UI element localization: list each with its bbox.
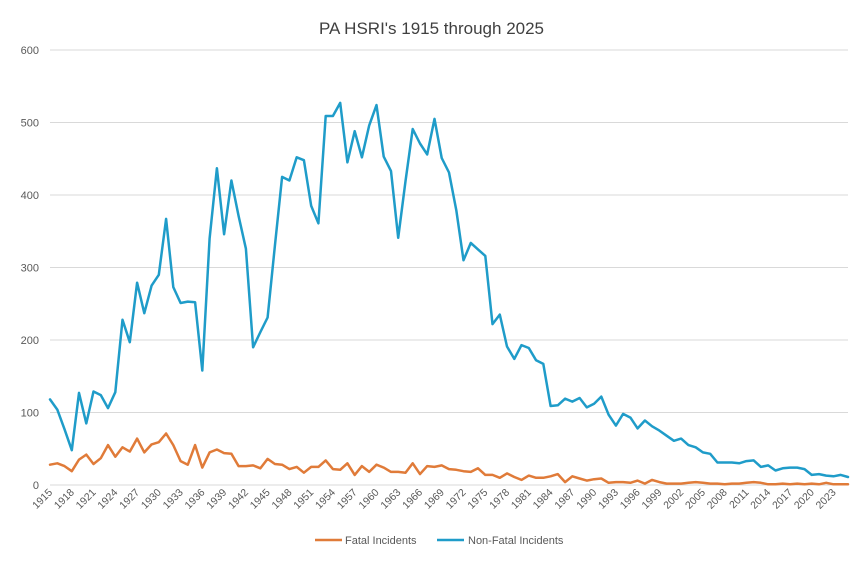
x-tick-label: 1921 (74, 487, 99, 512)
series-line-nonfatal (48, 101, 850, 479)
x-tick-label: 1963 (378, 487, 403, 512)
x-tick-label: 1951 (291, 487, 316, 512)
legend-label-fatal: Fatal Incidents (345, 535, 417, 547)
x-tick-label: 1969 (422, 487, 447, 512)
x-tick-label: 2002 (661, 487, 686, 512)
legend: Fatal Incidents Non-Fatal Incidents (315, 535, 564, 547)
x-tick-label: 2023 (814, 487, 839, 512)
x-tick-label: 1954 (313, 487, 338, 512)
x-tick-label: 1927 (117, 487, 142, 512)
gridlines (50, 49, 848, 486)
x-tick-label: 2008 (705, 487, 730, 512)
y-tick-label: 400 (21, 190, 39, 202)
legend-label-nonfatal: Non-Fatal Incidents (468, 535, 564, 547)
y-axis-ticks: 0 100 200 300 400 500 600 (21, 45, 39, 492)
x-tick-label: 1918 (52, 487, 77, 512)
y-tick-label: 100 (21, 408, 39, 420)
x-tick-label: 1948 (270, 487, 295, 512)
x-tick-label: 1945 (248, 487, 273, 512)
series-lines (48, 101, 850, 486)
x-tick-label: 1930 (139, 487, 164, 512)
x-tick-label: 1924 (95, 487, 120, 512)
y-tick-label: 0 (33, 480, 39, 492)
x-tick-label: 2017 (770, 487, 795, 512)
x-tick-label: 1984 (531, 487, 556, 512)
x-tick-label: 1972 (444, 487, 469, 512)
x-tick-label: 2005 (683, 487, 708, 512)
y-tick-label: 600 (21, 45, 39, 57)
series-line-fatal (48, 432, 850, 486)
x-tick-label: 1993 (596, 487, 621, 512)
x-tick-label: 1957 (335, 487, 360, 512)
y-tick-label: 300 (21, 263, 39, 275)
x-tick-label: 2014 (748, 487, 773, 512)
x-tick-label: 1966 (400, 487, 425, 512)
y-tick-label: 200 (21, 335, 39, 347)
x-tick-label: 1975 (465, 487, 490, 512)
x-tick-label: 1936 (182, 487, 207, 512)
x-tick-label: 1981 (509, 487, 534, 512)
x-tick-label: 1999 (640, 487, 665, 512)
x-tick-label: 2011 (727, 487, 752, 512)
x-tick-label: 2020 (792, 487, 817, 512)
x-axis-ticks: 1915191819211924192719301933193619391942… (30, 487, 839, 512)
x-tick-label: 1978 (487, 487, 512, 512)
x-tick-label: 1933 (161, 487, 186, 512)
x-tick-label: 1996 (618, 487, 643, 512)
x-tick-label: 1960 (357, 487, 382, 512)
x-tick-label: 1942 (226, 487, 251, 512)
chart-title: PA HSRI's 1915 through 2025 (319, 19, 544, 38)
x-tick-label: 1939 (204, 487, 229, 512)
x-tick-label: 1987 (552, 487, 577, 512)
y-tick-label: 500 (21, 118, 39, 130)
x-tick-label: 1990 (574, 487, 599, 512)
